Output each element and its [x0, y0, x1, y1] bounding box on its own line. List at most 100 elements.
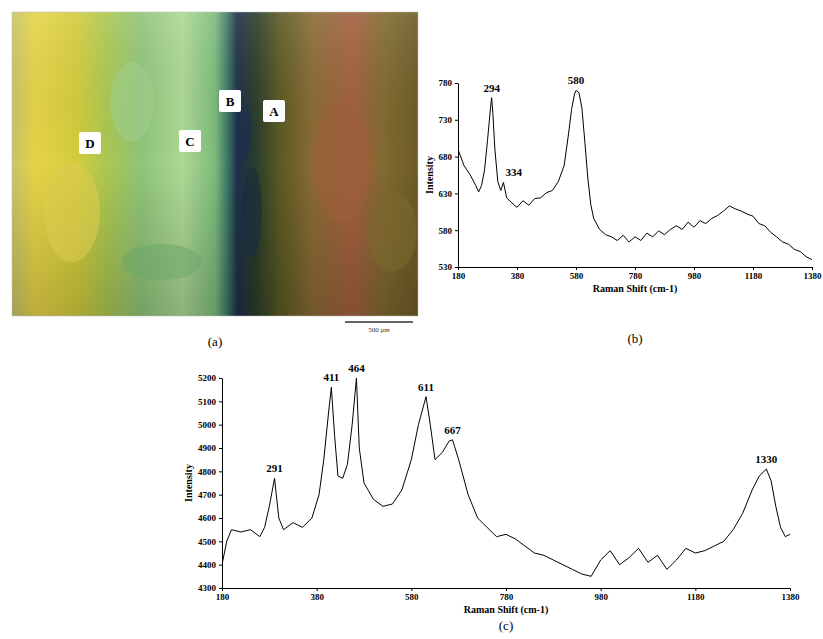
y-tick-mark — [455, 267, 458, 268]
region-label: D — [85, 136, 94, 151]
x-tick-label: 180 — [216, 592, 230, 602]
y-tick-label: 4300 — [198, 583, 217, 593]
region-label-box — [263, 100, 285, 122]
y-tick-label: 5200 — [198, 373, 217, 383]
region-label: B — [226, 94, 235, 109]
peak-label: 667 — [444, 424, 461, 436]
micrograph-shade — [12, 12, 418, 316]
y-tick-mark — [219, 425, 222, 426]
x-tick-mark — [576, 267, 577, 270]
y-tick-label: 630 — [439, 189, 453, 199]
y-tick-label: 730 — [439, 115, 453, 125]
y-axis-title: Intensity — [424, 156, 435, 194]
x-tick-mark — [694, 267, 695, 270]
scale-bar — [345, 321, 413, 323]
region-label-box — [79, 132, 101, 154]
y-tick: 530 — [439, 262, 459, 272]
region-label: C — [185, 134, 194, 149]
y-tick-mark — [219, 378, 222, 379]
y-tick: 5000 — [198, 420, 222, 430]
panel-caption: (c) — [499, 618, 513, 633]
scale-bar-label: 500 μm — [368, 326, 390, 334]
x-tick: 580 — [570, 267, 584, 281]
x-tick: 780 — [629, 267, 643, 281]
y-tick-label: 530 — [439, 262, 453, 272]
y-tick-mark — [219, 401, 222, 402]
peak-label: 611 — [418, 381, 434, 393]
y-tick-mark — [219, 495, 222, 496]
x-tick: 980 — [688, 267, 702, 281]
peak-label: 334 — [505, 166, 522, 178]
x-tick-mark — [790, 588, 791, 591]
x-tick-label: 580 — [405, 592, 419, 602]
texture — [122, 244, 202, 280]
y-tick-label: 4900 — [198, 443, 217, 453]
texture — [242, 167, 262, 257]
y-tick-mark — [219, 471, 222, 472]
x-tick-mark — [506, 588, 507, 591]
y-tick-label: 5100 — [198, 397, 217, 407]
y-tick-mark — [219, 448, 222, 449]
y-tick-label: 680 — [439, 152, 453, 162]
y-axis: 530580630680730780 — [439, 78, 459, 272]
y-tick: 630 — [439, 189, 459, 199]
y-tick-label: 580 — [439, 226, 453, 236]
y-tick-label: 5000 — [198, 420, 217, 430]
plot-area — [222, 378, 790, 576]
y-tick: 4600 — [198, 513, 222, 523]
x-tick: 380 — [511, 267, 525, 281]
x-tick-mark — [411, 588, 412, 591]
y-tick-mark — [219, 518, 222, 519]
y-tick: 580 — [439, 226, 459, 236]
x-tick-label: 180 — [452, 271, 466, 281]
y-tick: 5100 — [198, 397, 222, 407]
y-tick: 5200 — [198, 373, 222, 383]
x-tick-mark — [753, 267, 754, 270]
y-tick-mark — [219, 541, 222, 542]
y-axis-line — [222, 379, 223, 589]
y-tick-label: 4500 — [198, 537, 217, 547]
x-tick: 580 — [405, 588, 419, 602]
x-tick-label: 580 — [570, 271, 584, 281]
x-axis-title: Raman Shift (cm-1) — [464, 604, 548, 616]
x-tick: 1380 — [804, 267, 823, 281]
x-tick: 980 — [594, 588, 608, 602]
x-tick: 380 — [310, 588, 324, 602]
y-tick-mark — [455, 83, 458, 84]
x-tick-label: 380 — [310, 592, 324, 602]
x-tick-mark — [635, 267, 636, 270]
chart-panel: 1803805807809801180138053058063068073078… — [424, 74, 823, 346]
y-tick: 730 — [439, 115, 459, 125]
x-tick: 180 — [216, 588, 230, 602]
x-tick: 1180 — [687, 588, 705, 602]
x-tick-label: 1380 — [782, 592, 801, 602]
x-tick-label: 980 — [688, 271, 702, 281]
x-axis: 18038058078098011801380 — [216, 588, 800, 602]
x-tick-label: 380 — [511, 271, 525, 281]
x-tick-mark — [601, 588, 602, 591]
texture — [110, 62, 154, 142]
x-axis-title: Raman Shift (cm-1) — [593, 283, 677, 295]
y-tick: 4400 — [198, 560, 222, 570]
y-tick-mark — [455, 120, 458, 121]
x-tick-label: 780 — [629, 271, 643, 281]
y-tick-mark — [455, 230, 458, 231]
spectrum-line — [222, 378, 790, 576]
y-axis-line — [458, 84, 459, 268]
peak-label: 411 — [323, 371, 339, 383]
micrograph-panel: ABCD500 μm(a) — [12, 12, 418, 349]
y-axis-title: Intensity — [183, 464, 194, 502]
x-tick: 1180 — [745, 267, 763, 281]
x-tick: 1380 — [782, 588, 801, 602]
x-tick-mark — [695, 588, 696, 591]
x-tick-label: 980 — [594, 592, 608, 602]
peak-label: 291 — [266, 462, 283, 474]
y-tick: 4500 — [198, 537, 222, 547]
texture — [312, 102, 372, 222]
y-tick-label: 4600 — [198, 513, 217, 523]
panel-caption: (b) — [627, 331, 642, 346]
x-tick-mark — [517, 267, 518, 270]
plot-area — [458, 90, 812, 259]
texture — [367, 192, 417, 272]
y-tick: 4700 — [198, 490, 222, 500]
